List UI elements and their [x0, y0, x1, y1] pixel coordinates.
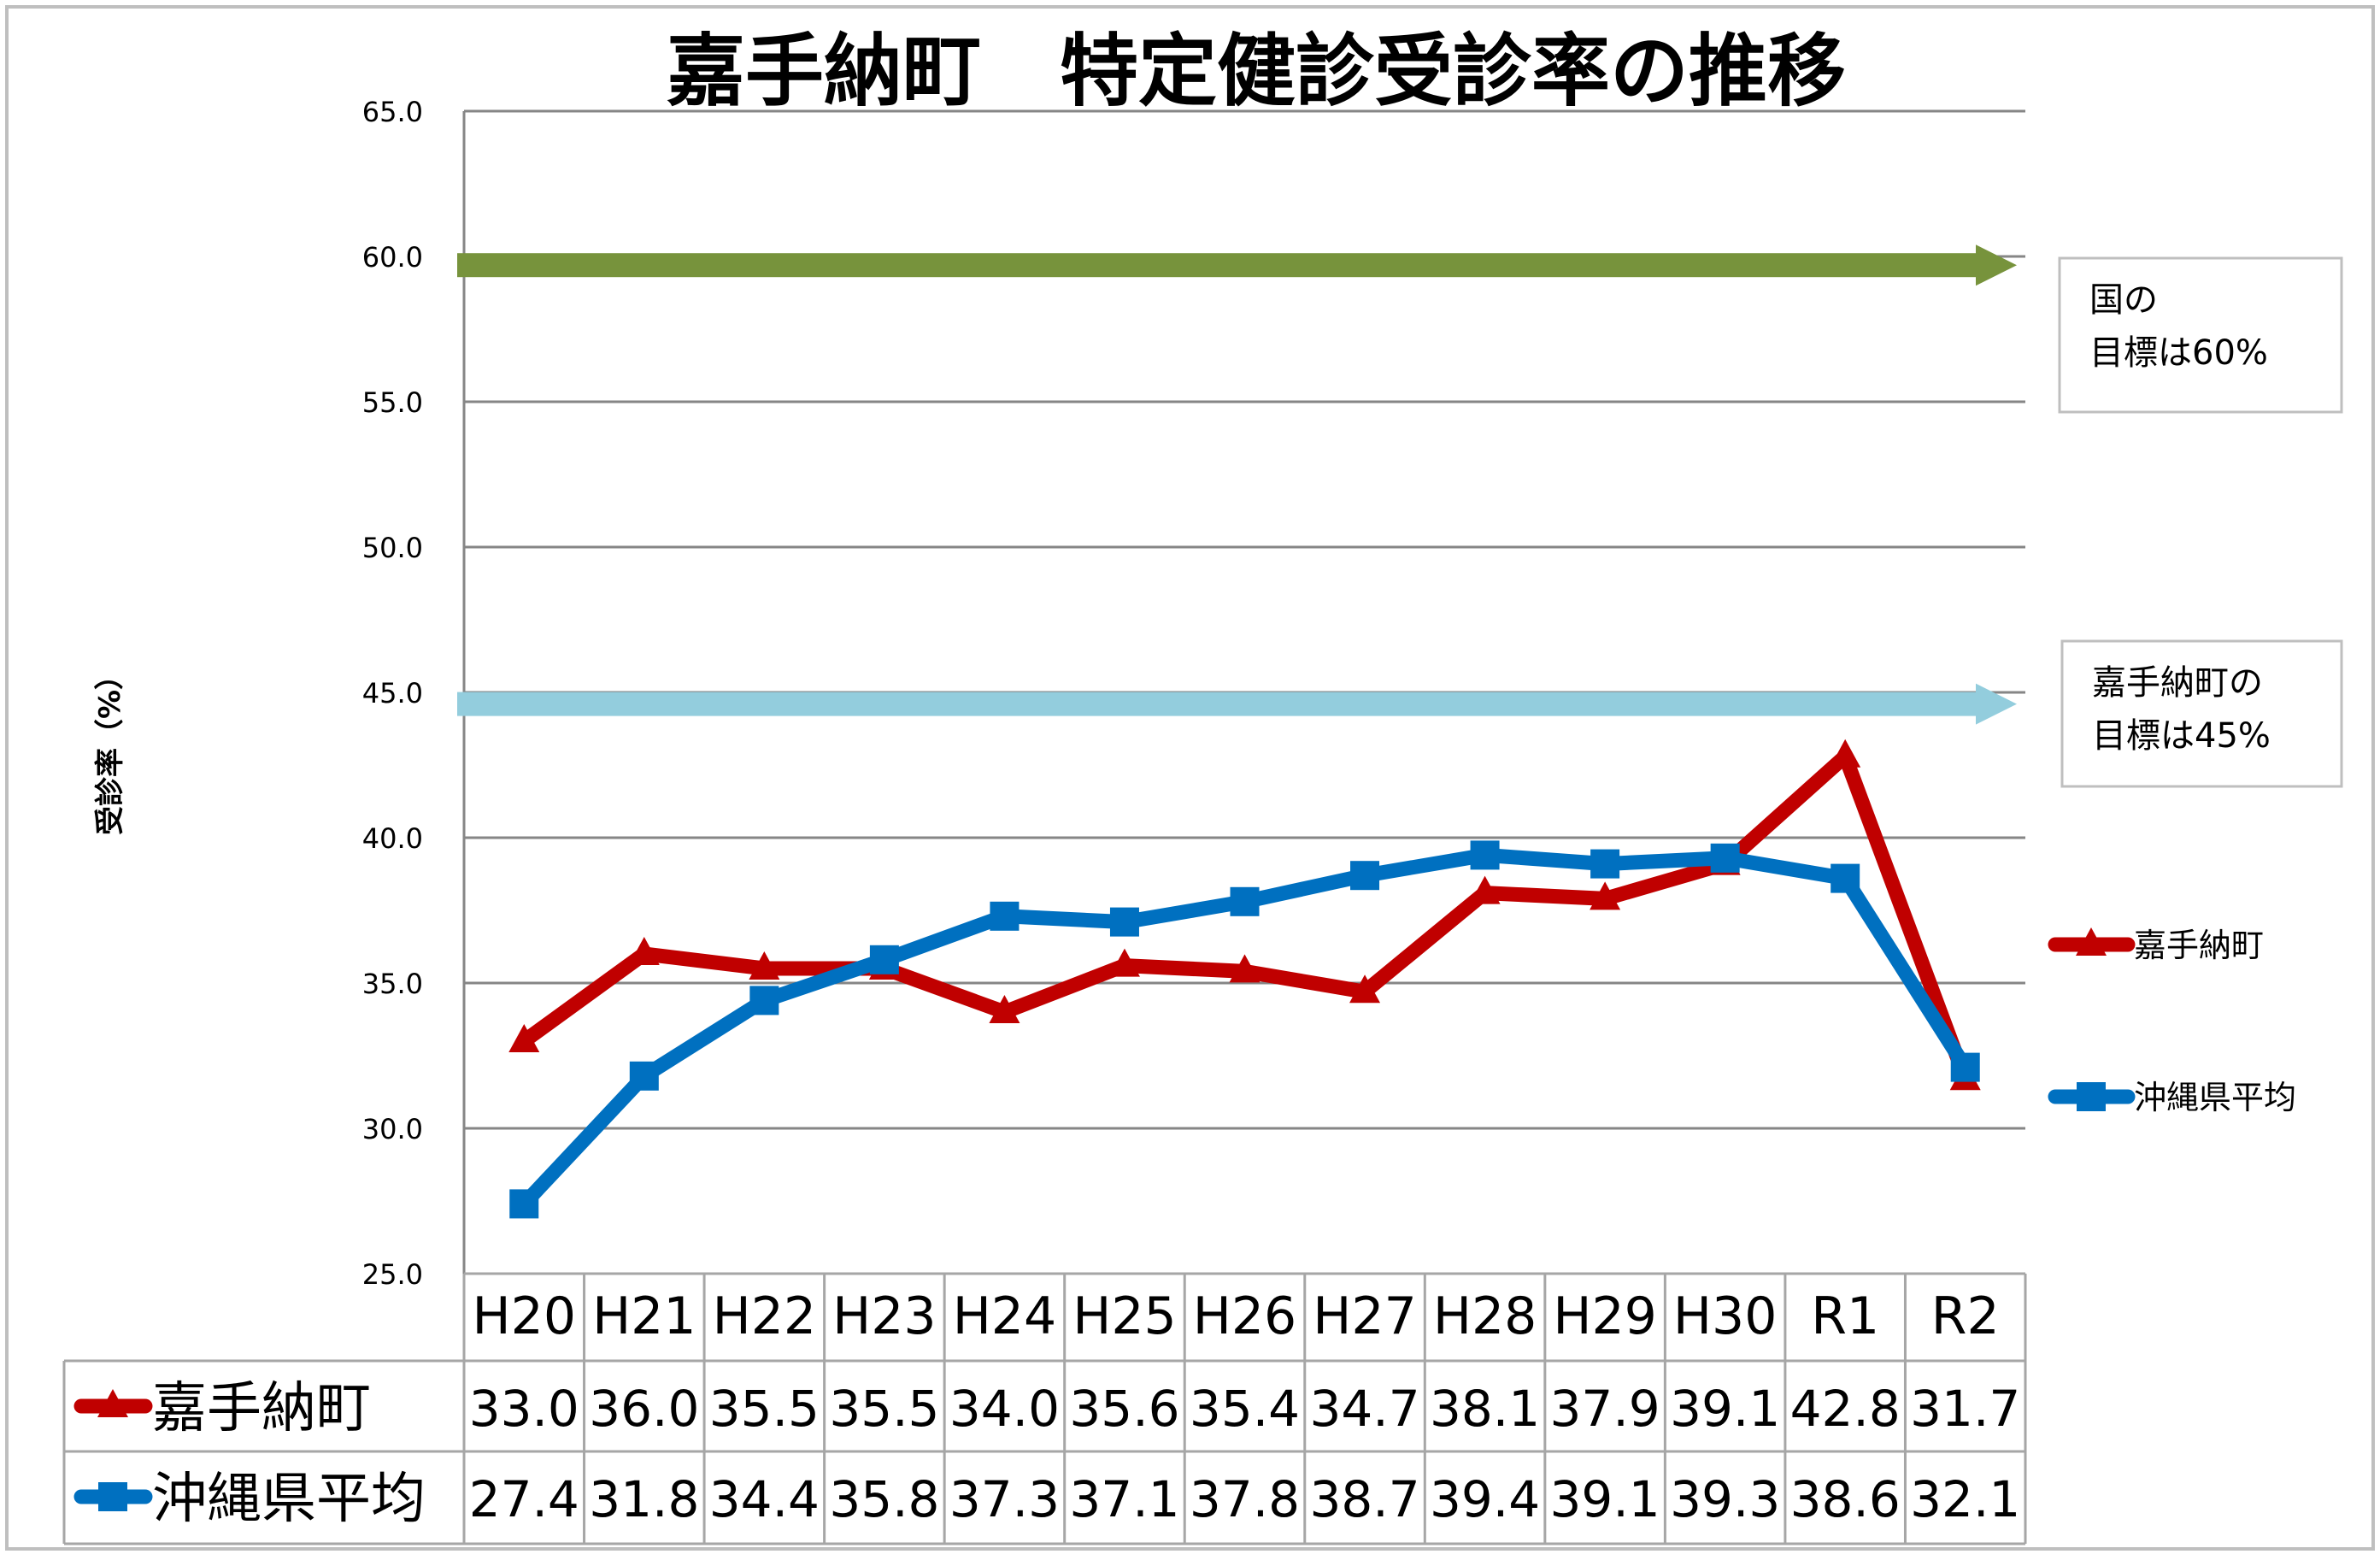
target-callout-box [2058, 256, 2343, 414]
x-tick-label: H22 [713, 1286, 816, 1346]
data-point-triangle [749, 951, 780, 980]
data-point-square [1350, 861, 1380, 891]
legend-marker-triangle [2076, 927, 2107, 956]
y-tick-label: 40.0 [362, 822, 423, 855]
table-legend-marker-triangle [97, 1389, 128, 1417]
chart-title: 嘉手納町 特定健診受診率の推移 [667, 26, 1846, 117]
data-point-triangle [1108, 948, 1140, 977]
table-cell-value: 39.1 [1670, 1380, 1780, 1438]
x-tick-label: H21 [592, 1286, 696, 1346]
table-cell-value: 35.4 [1190, 1380, 1300, 1438]
data-point-square [1950, 1052, 1980, 1082]
table-cell-value: 39.4 [1430, 1470, 1540, 1528]
table-cell-value: 35.5 [829, 1380, 939, 1438]
x-tick-label: H26 [1193, 1286, 1296, 1346]
data-point-square [1109, 907, 1139, 937]
data-point-square [509, 1189, 539, 1219]
table-cell-value: 42.8 [1790, 1380, 1901, 1438]
x-tick-label: H20 [473, 1286, 576, 1346]
data-point-square [749, 986, 779, 1015]
legend-marker-square [2077, 1082, 2106, 1111]
x-tick-label: H27 [1313, 1286, 1416, 1346]
y-tick-label: 35.0 [362, 968, 423, 1000]
y-tick-label: 60.0 [362, 241, 423, 274]
table-cell-value: 36.0 [589, 1380, 699, 1438]
data-point-square [1590, 849, 1620, 879]
target-arrow-line [457, 692, 1978, 716]
data-point-square [1710, 843, 1740, 873]
data-point-triangle [1469, 875, 1501, 904]
target-callout-label: 国の [2089, 280, 2158, 320]
table-cell-value: 35.6 [1069, 1380, 1179, 1438]
table-row-header: 沖縄県平均 [152, 1468, 426, 1531]
data-point-triangle [1590, 881, 1621, 910]
target-arrow-head [1976, 683, 2017, 725]
target-callout-label: 嘉手納町の [2092, 663, 2263, 703]
data-point-square [869, 945, 899, 974]
table-cell-value: 39.1 [1550, 1470, 1660, 1528]
x-tick-label: R1 [1811, 1286, 1879, 1346]
y-tick-label: 25.0 [362, 1258, 423, 1291]
x-tick-label: H30 [1673, 1286, 1777, 1346]
table-cell-value: 38.6 [1790, 1470, 1901, 1528]
table-cell-value: 38.7 [1309, 1470, 1419, 1528]
y-tick-label: 45.0 [362, 677, 423, 709]
table-cell-value: 27.4 [469, 1470, 579, 1528]
x-tick-label: H25 [1072, 1286, 1176, 1346]
target-callout-label: 目標は45% [2092, 716, 2271, 756]
table-cell-value: 34.0 [949, 1380, 1060, 1438]
x-tick-label: H29 [1553, 1286, 1656, 1346]
data-point-square [1230, 886, 1260, 916]
legend-label: 沖縄県平均 [2134, 1079, 2296, 1116]
data-point-triangle [628, 937, 660, 965]
y-tick-label: 50.0 [362, 532, 423, 564]
table-cell-value: 32.1 [1910, 1470, 2020, 1528]
table-cell-value: 37.1 [1069, 1470, 1179, 1528]
data-point-square [1831, 863, 1860, 893]
data-point-square [990, 901, 1020, 931]
data-point-triangle [1830, 739, 1861, 768]
data-point-square [629, 1061, 659, 1091]
table-cell-value: 34.4 [709, 1470, 820, 1528]
table-cell-value: 38.1 [1430, 1380, 1540, 1438]
y-tick-label: 55.0 [362, 386, 423, 419]
table-cell-value: 37.8 [1190, 1470, 1300, 1528]
target-callout-label: 目標は60% [2089, 333, 2268, 373]
target-arrow-head [1976, 244, 2017, 286]
x-tick-label: H28 [1433, 1286, 1537, 1346]
y-tick-label: 65.0 [362, 96, 423, 128]
data-point-triangle [989, 995, 1020, 1023]
table-cell-value: 37.9 [1550, 1380, 1660, 1438]
x-tick-label: R2 [1931, 1286, 2000, 1346]
data-point-triangle [1229, 954, 1261, 983]
table-cell-value: 31.7 [1910, 1380, 2020, 1438]
table-cell-value: 39.3 [1670, 1470, 1780, 1528]
table-cell-value: 35.5 [709, 1380, 820, 1438]
y-axis-label: 受診率（%） [93, 661, 127, 835]
x-tick-label: H23 [832, 1286, 936, 1346]
data-point-square [1470, 840, 1500, 870]
target-arrow-line [457, 253, 1978, 278]
table-cell-value: 31.8 [589, 1470, 699, 1528]
table-cell-value: 33.0 [469, 1380, 579, 1438]
table-cell-value: 34.7 [1309, 1380, 1419, 1438]
table-cell-value: 37.3 [949, 1470, 1060, 1528]
legend-label: 嘉手納町 [2134, 927, 2264, 964]
series-line-1 [516, 749, 1973, 1086]
table-legend-marker-square [98, 1482, 127, 1511]
data-point-triangle [1349, 974, 1381, 1004]
table-row-header: 嘉手納町 [152, 1377, 371, 1440]
table-cell-value: 35.8 [829, 1470, 939, 1528]
y-tick-label: 30.0 [362, 1113, 423, 1145]
chart-border [5, 5, 2375, 1551]
data-point-triangle [508, 1024, 540, 1052]
target-callout-box [2060, 639, 2343, 788]
x-tick-label: H24 [953, 1286, 1056, 1346]
